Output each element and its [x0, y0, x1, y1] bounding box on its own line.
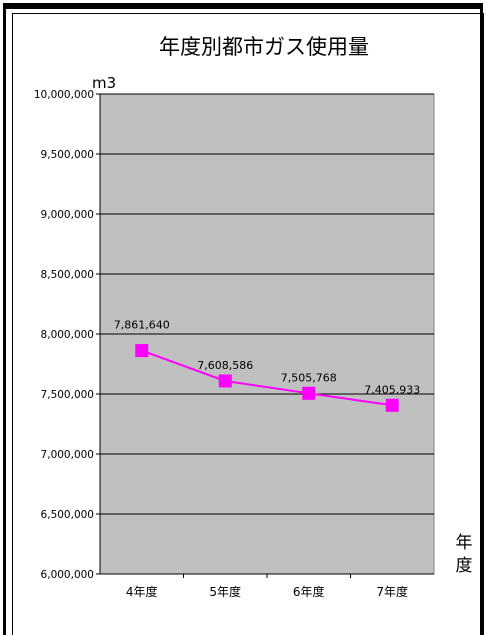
y-axis-unit-label: m3 [92, 74, 116, 92]
data-label: 7,608,586 [197, 359, 253, 372]
y-tick-label: 6,500,000 [41, 509, 94, 521]
x-tick-label: 4年度 [126, 584, 158, 599]
y-tick-label: 7,000,000 [41, 449, 94, 461]
x-tick-label: 5年度 [209, 584, 241, 599]
data-label: 7,405,933 [364, 383, 420, 396]
x-axis-label-char: 度 [456, 556, 473, 576]
y-tick-label: 9,500,000 [41, 149, 94, 161]
y-tick-label: 7,500,000 [41, 389, 94, 401]
x-axis-ticks: 4年度 5年度 6年度 7年度 [126, 574, 408, 599]
series-line [141, 349, 393, 407]
outer-frame [3, 3, 483, 635]
x-axis-title: 年度 [456, 533, 473, 576]
x-axis-label-char: 年 [456, 533, 473, 553]
y-tick-label: 6,000,000 [41, 569, 94, 581]
data-point-marker [135, 344, 149, 358]
y-tick-label: 10,000,000 [34, 89, 94, 101]
chart-border [12, 13, 484, 635]
data-label: 7,505,768 [281, 371, 337, 384]
grid-lines [100, 93, 434, 575]
series-layer: 7,861,640 7,608,586 7,505,768 7,405,933 [114, 319, 420, 412]
data-point-marker [385, 398, 399, 412]
data-label: 7,861,640 [114, 319, 170, 332]
y-tick-label: 8,000,000 [41, 329, 94, 341]
x-tick-label: 7年度 [376, 584, 408, 599]
y-tick-label: 9,000,000 [41, 209, 94, 221]
chart-title: 年度別都市ガス使用量 [159, 35, 369, 59]
data-point-marker [302, 386, 316, 400]
x-tick-label: 6年度 [293, 584, 325, 599]
data-point-marker [218, 374, 232, 388]
y-tick-label: 8,500,000 [41, 269, 94, 281]
